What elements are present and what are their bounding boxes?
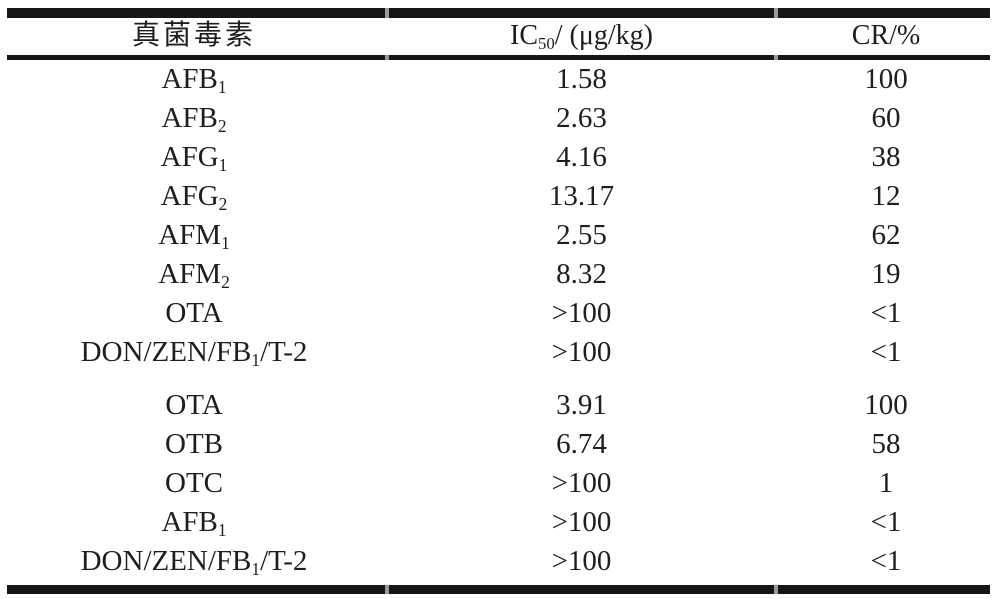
table-row: AFM2 8.32 19 [0,255,997,294]
cr-value-cell: 60 [871,102,901,134]
ic50-value-cell: 2.55 [556,219,607,251]
header-ic50-column: IC50/ (μg/kg) [388,17,775,55]
toxin-name-cell: AFM1 [0,216,388,255]
cr-value-cell: 100 [864,63,908,95]
ic50-value-cell: 2.63 [556,102,607,134]
toxin-name: AFM1 [158,219,230,254]
header-cr-label: CR/% [851,20,921,51]
toxin-name: OTC [165,467,223,499]
ic50-value-cell: >100 [551,545,612,577]
table-row: DON/ZEN/FB1/T-2 >100 <1 [0,333,997,372]
table-row: OTC >100 1 [0,464,997,503]
table-header-row: 真菌毒素 IC50/ (μg/kg) CR/% [0,17,997,55]
toxin-name-cell: AFG1 [0,138,388,177]
table-row: AFB1 >100 <1 [0,503,997,542]
ic50-value-cell: 3.91 [556,389,607,421]
cr-value-cell: <1 [870,336,902,368]
table-row: AFB2 2.63 60 [0,99,997,138]
ic50-value-cell: 8.32 [556,258,607,290]
toxin-name-cell: OTB [0,425,388,464]
ic50-value-cell: 4.16 [556,141,607,173]
toxin-name-cell: OTA [0,386,388,425]
ic50-value-cell: 1.58 [556,63,607,95]
ic50-value-cell: >100 [551,467,612,499]
toxin-name-cell: AFG2 [0,177,388,216]
header-separator-rule [7,55,990,60]
table-row: AFB1 1.58 100 [0,60,997,99]
cr-value-cell: <1 [870,297,902,329]
ic50-value-cell: 6.74 [556,428,607,460]
cr-value-cell: 38 [871,141,901,173]
toxin-name: DON/ZEN/FB1/T-2 [80,545,308,580]
cr-value-cell: 1 [878,467,894,499]
aflatoxin-antibody-section: AFB1 1.58 100 AFB2 2.63 60 AFG1 4.16 38 … [0,60,997,372]
toxin-name: OTB [165,428,223,460]
toxin-name-cell: AFB1 [0,60,388,99]
ic50-value-cell: 13.17 [548,180,615,212]
ic50-value-cell: >100 [551,336,612,368]
table-top-rule [7,8,990,18]
table-row: DON/ZEN/FB1/T-2 >100 <1 [0,542,997,581]
column-divider-mark [385,8,389,18]
toxin-name: DON/ZEN/FB1/T-2 [80,336,308,371]
cr-value-cell: 62 [871,219,901,251]
column-divider-mark [774,585,778,594]
table-row: OTB 6.74 58 [0,425,997,464]
toxin-name: AFG1 [160,141,228,176]
toxin-name-cell: AFB1 [0,503,388,542]
toxin-name: AFB1 [161,506,227,541]
table-row: AFG2 13.17 12 [0,177,997,216]
toxin-name: AFB2 [161,102,227,137]
header-toxin-column: 真菌毒素 [0,17,388,55]
cr-value-cell: 12 [871,180,901,212]
ic50-value-cell: >100 [551,297,612,329]
table-row: OTA >100 <1 [0,294,997,333]
cr-value-cell: <1 [870,506,902,538]
toxin-name-cell: OTC [0,464,388,503]
table-row: AFM1 2.55 62 [0,216,997,255]
header-ic50-label: IC50/ (μg/kg) [510,20,653,54]
column-divider-mark [774,8,778,18]
toxin-name: OTA [165,297,223,329]
toxin-name-cell: DON/ZEN/FB1/T-2 [0,542,388,581]
ic50-value-cell: >100 [551,506,612,538]
toxin-name-cell: AFB2 [0,99,388,138]
header-cr-column: CR/% [775,17,997,55]
toxin-name-cell: OTA [0,294,388,333]
cr-value-cell: 100 [864,389,908,421]
header-toxin-label: 真菌毒素 [131,20,256,51]
column-divider-mark [774,55,778,60]
table-row: AFG1 4.16 38 [0,138,997,177]
ochratoxin-antibody-section: OTA 3.91 100 OTB 6.74 58 OTC >100 1 AFB1… [0,386,997,581]
toxin-name-cell: AFM2 [0,255,388,294]
cr-value-cell: 19 [871,258,901,290]
cr-value-cell: <1 [870,545,902,577]
toxin-name: AFG2 [160,180,228,215]
table-bottom-rule [7,585,990,594]
toxin-name: AFM2 [158,258,230,293]
column-divider-mark [385,585,389,594]
toxin-name: OTA [165,389,223,421]
table-row: OTA 3.91 100 [0,386,997,425]
column-divider-mark [385,55,389,60]
toxin-name-cell: DON/ZEN/FB1/T-2 [0,333,388,372]
toxin-name: AFB1 [161,63,227,98]
cr-value-cell: 58 [871,428,901,460]
